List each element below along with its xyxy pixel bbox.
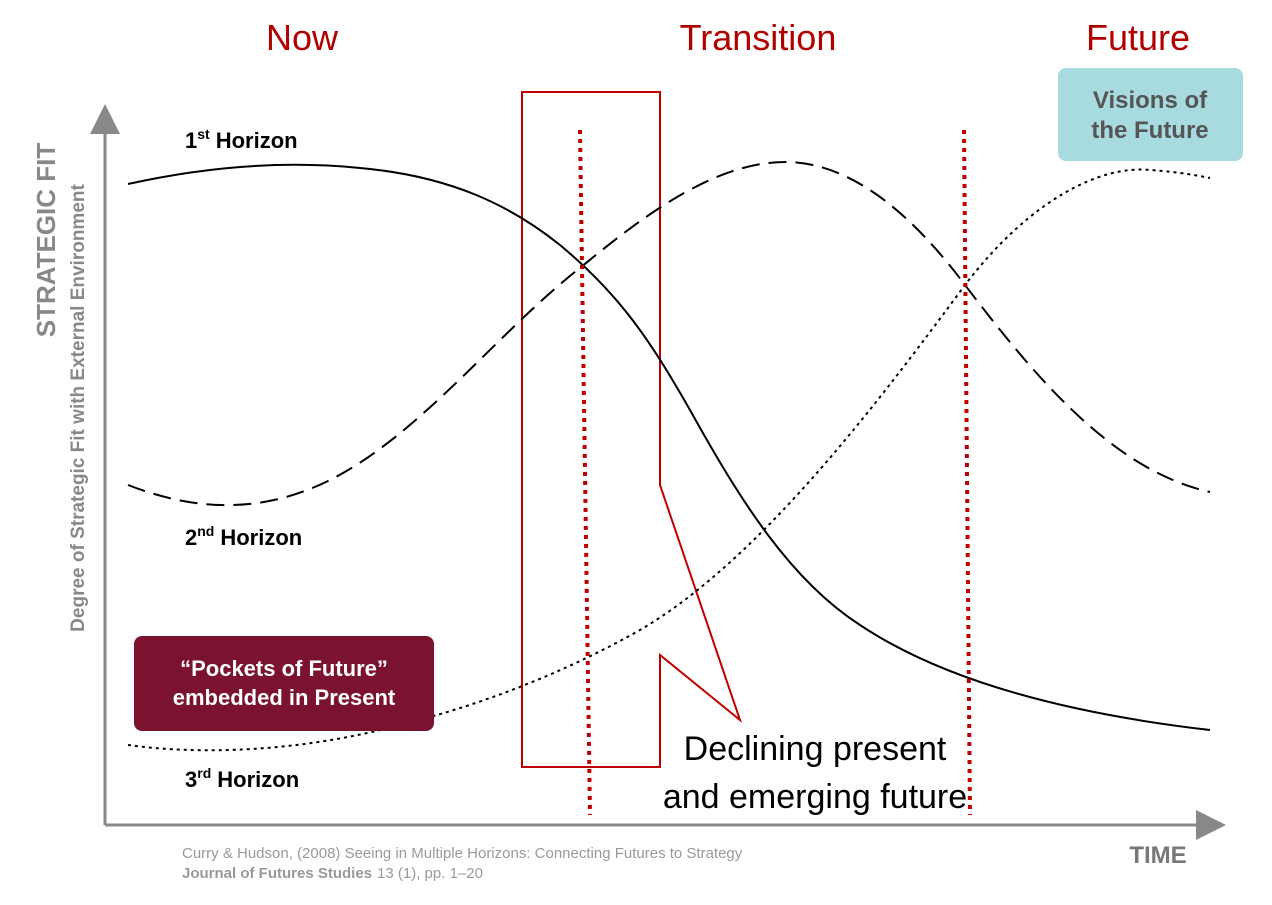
pockets-text: “Pockets of Future” bbox=[180, 656, 388, 681]
horizon-label: 1st Horizon bbox=[185, 126, 298, 153]
horizon-suffix: st bbox=[197, 126, 210, 142]
second-horizon-curve bbox=[127, 160, 1211, 507]
first-horizon-curve bbox=[127, 163, 1211, 731]
pockets-text: embedded in Present bbox=[173, 685, 396, 710]
citation-details: 13 (1), pp. 1–20 bbox=[377, 865, 483, 882]
callout-box bbox=[521, 91, 743, 768]
citation: Curry & Hudson, (2008) Seeing in Multipl… bbox=[182, 845, 743, 862]
transition-marker bbox=[578, 129, 592, 816]
phase-label: Future bbox=[1086, 17, 1190, 58]
horizon-label: 2nd Horizon bbox=[185, 523, 302, 550]
callout-text: Declining present bbox=[684, 730, 947, 768]
x-axis-title: TIME bbox=[1129, 842, 1186, 869]
citation-journal: Journal of Futures Studies bbox=[182, 865, 372, 882]
horizon-number: 1 bbox=[185, 128, 197, 153]
phase-label: Transition bbox=[680, 17, 837, 58]
visions-text: Visions of bbox=[1093, 87, 1208, 114]
y-axis-subtitle: Degree of Strategic Fit with External En… bbox=[68, 184, 89, 632]
horizon-suffix: rd bbox=[197, 765, 211, 781]
visions-box bbox=[1058, 68, 1243, 161]
phase-label: Now bbox=[266, 17, 339, 58]
transition-marker bbox=[962, 129, 972, 816]
horizon-label: 3rd Horizon bbox=[185, 765, 299, 792]
horizon-suffix: nd bbox=[197, 523, 214, 539]
y-axis-title: STRATEGIC FIT bbox=[31, 143, 61, 338]
horizon-number: 3 bbox=[185, 767, 197, 792]
horizon-text: Horizon bbox=[220, 525, 302, 550]
callout-text: and emerging future bbox=[663, 778, 967, 816]
citation: Journal of Futures Studies 13 (1), pp. 1–… bbox=[182, 865, 483, 882]
horizon-text: Horizon bbox=[216, 128, 298, 153]
horizon-number: 2 bbox=[185, 525, 197, 550]
visions-text: the Future bbox=[1091, 117, 1208, 144]
horizon-text: Horizon bbox=[217, 767, 299, 792]
pockets-box bbox=[134, 636, 434, 731]
